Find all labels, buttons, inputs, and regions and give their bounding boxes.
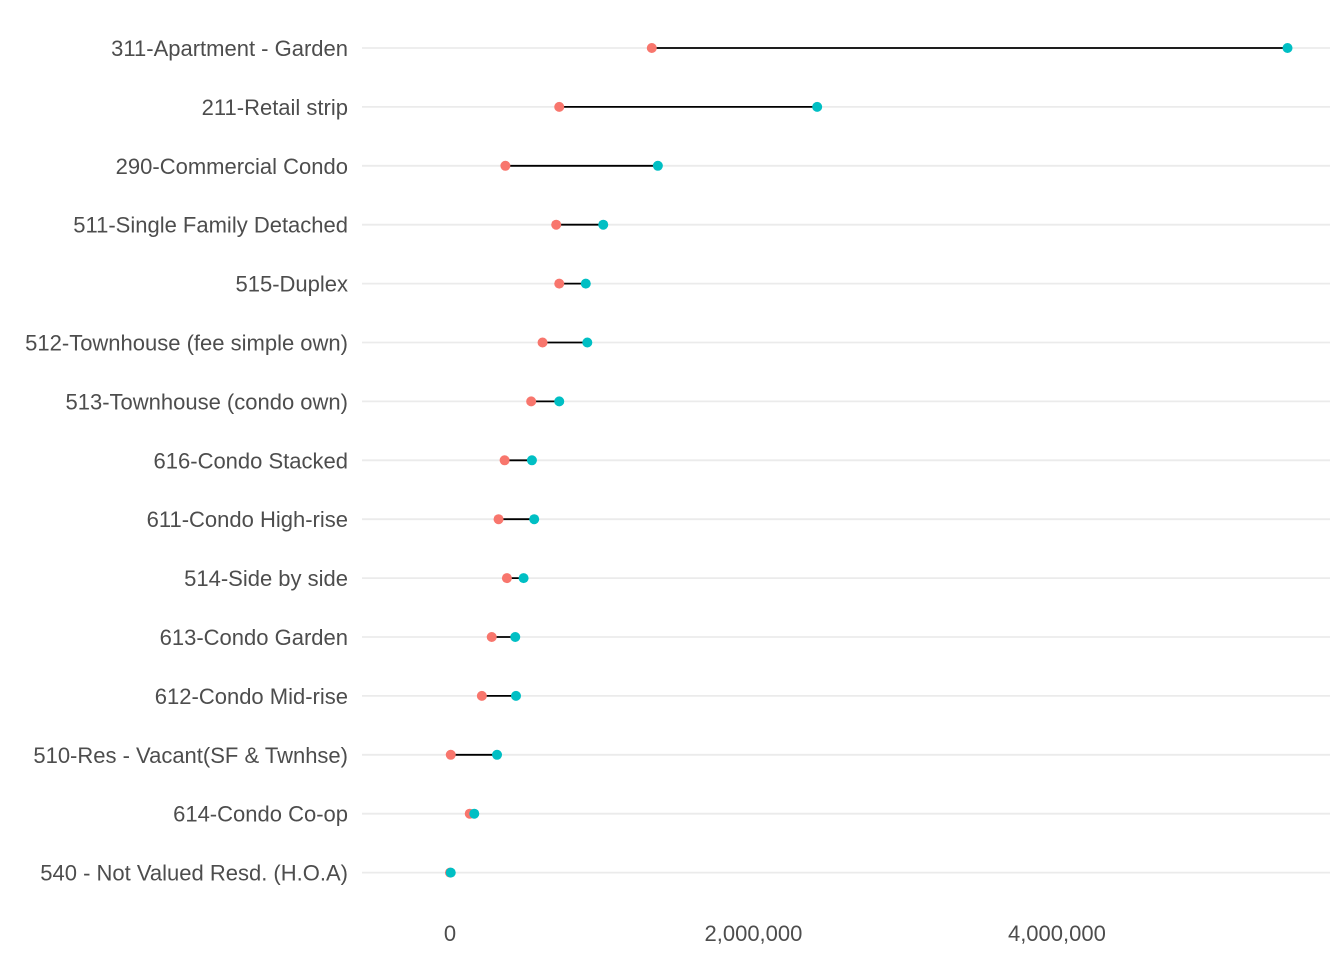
category-label: 612-Condo Mid-rise bbox=[155, 684, 348, 709]
category-label: 514-Side by side bbox=[184, 566, 348, 591]
low-point bbox=[646, 43, 657, 53]
high-point bbox=[526, 455, 537, 466]
high-point bbox=[652, 160, 663, 171]
x-tick-label: 4,000,000 bbox=[1008, 921, 1106, 946]
low-point bbox=[493, 514, 504, 525]
high-point bbox=[511, 690, 521, 701]
high-point bbox=[598, 219, 609, 230]
low-point bbox=[486, 632, 497, 642]
low-point bbox=[537, 337, 548, 348]
x-tick-label: 2,000,000 bbox=[705, 921, 803, 946]
low-point bbox=[445, 749, 456, 760]
category-labels: 311-Apartment - Garden 211-Retail strip 29… bbox=[25, 36, 348, 886]
high-point bbox=[469, 808, 480, 819]
category-label: 511-Single Family Detached bbox=[73, 213, 348, 238]
points bbox=[445, 43, 1293, 878]
high-point bbox=[1282, 43, 1293, 53]
category-label: 510-Res - Vacant(SF & Twnhse) bbox=[33, 743, 348, 768]
high-point bbox=[554, 396, 565, 407]
category-label: 311-Apartment - Garden bbox=[111, 36, 348, 61]
low-point bbox=[476, 690, 487, 701]
category-label: 515-Duplex bbox=[235, 272, 348, 297]
high-point bbox=[812, 101, 823, 112]
low-point bbox=[501, 573, 512, 584]
x-tick-label: 0 bbox=[444, 921, 456, 946]
high-point bbox=[580, 278, 591, 289]
category-label: 614-Condo Co-op bbox=[173, 802, 348, 827]
category-label: 611-Condo High-rise bbox=[147, 507, 348, 532]
gridlines bbox=[362, 47, 1330, 874]
category-label: 613-Condo Garden bbox=[160, 625, 348, 650]
category-label: 540 - Not Valued Resd. (H.O.A) bbox=[40, 861, 348, 886]
category-label: 512-Townhouse (fee simple own) bbox=[25, 331, 348, 356]
high-point bbox=[518, 573, 529, 584]
low-point bbox=[551, 219, 562, 230]
x-axis-ticks: 0 2,000,000 4,000,000 bbox=[444, 921, 1106, 946]
category-label: 290-Commercial Condo bbox=[116, 154, 348, 179]
category-label: 513-Townhouse (condo own) bbox=[65, 389, 348, 414]
low-point bbox=[554, 278, 565, 289]
high-point bbox=[445, 867, 456, 878]
high-point bbox=[582, 337, 593, 348]
low-point bbox=[554, 101, 565, 112]
low-point bbox=[526, 396, 537, 407]
category-label: 616-Condo Stacked bbox=[154, 448, 348, 473]
high-point bbox=[492, 749, 503, 760]
high-point bbox=[529, 514, 540, 525]
high-point bbox=[510, 632, 521, 642]
low-point bbox=[499, 455, 510, 466]
category-label: 211-Retail strip bbox=[202, 95, 348, 120]
low-point bbox=[500, 160, 511, 171]
